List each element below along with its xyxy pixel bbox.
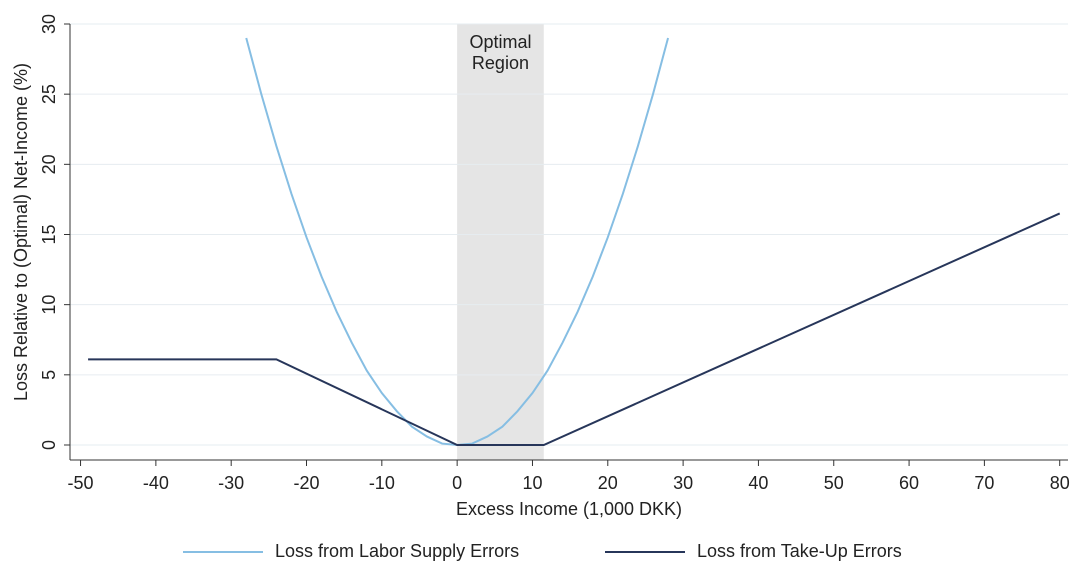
- x-tick-label: 0: [452, 473, 462, 493]
- x-tick-label: 60: [899, 473, 919, 493]
- x-tick-label: 80: [1050, 473, 1070, 493]
- region-annotation: Region: [472, 53, 529, 73]
- x-tick-label: 40: [748, 473, 768, 493]
- y-tick-label: 10: [39, 295, 59, 315]
- series-line: [88, 212, 1061, 446]
- optimal-region: [457, 24, 544, 460]
- y-tick-label: 30: [39, 14, 59, 34]
- y-tick-label: 0: [39, 440, 59, 450]
- region-annotation: Optimal: [469, 32, 531, 52]
- x-tick-label: 50: [824, 473, 844, 493]
- x-tick-label: -50: [68, 473, 94, 493]
- y-tick-label: 5: [39, 370, 59, 380]
- x-axis-label: Excess Income (1,000 DKK): [456, 499, 682, 519]
- y-tick-label: 25: [39, 84, 59, 104]
- x-tick-label: -40: [143, 473, 169, 493]
- x-tick-label: 20: [598, 473, 618, 493]
- y-axis-label: Loss Relative to (Optimal) Net-Income (%…: [11, 63, 31, 401]
- x-tick-label: -20: [293, 473, 319, 493]
- y-tick-label: 15: [39, 224, 59, 244]
- x-tick-label: 10: [522, 473, 542, 493]
- x-tick-label: -10: [369, 473, 395, 493]
- x-tick-label: -30: [218, 473, 244, 493]
- x-tick-label: 30: [673, 473, 693, 493]
- legend-label: Loss from Labor Supply Errors: [275, 541, 519, 561]
- x-tick-label: 70: [974, 473, 994, 493]
- y-tick-label: 20: [39, 154, 59, 174]
- legend-label: Loss from Take-Up Errors: [697, 541, 902, 561]
